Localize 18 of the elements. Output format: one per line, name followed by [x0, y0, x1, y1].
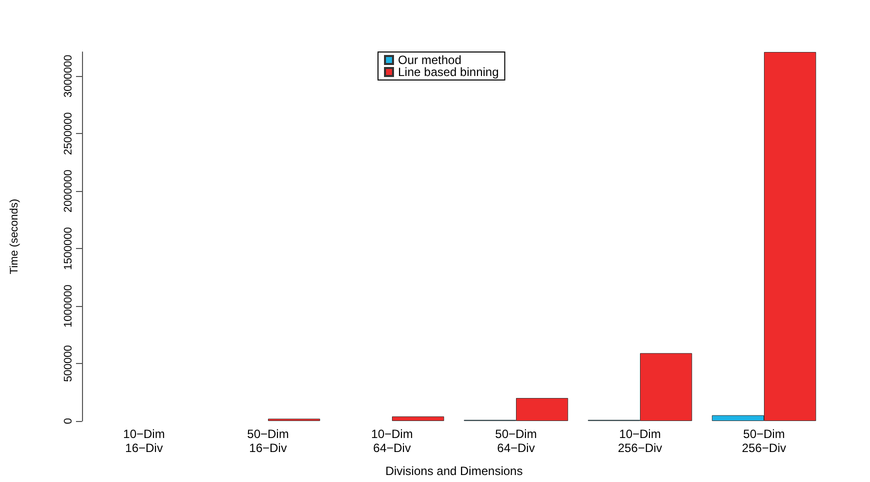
y-axis-title: Time (seconds) — [8, 198, 20, 274]
y-tick-label: 500000 — [62, 345, 74, 382]
legend-label: Our method — [398, 53, 462, 67]
x-tick-label: 50−Dim 16−Div — [247, 427, 289, 455]
y-tick-label: 0 — [62, 418, 74, 424]
y-tick-label: 2000000 — [62, 170, 74, 213]
y-tick-label: 1500000 — [62, 227, 74, 270]
x-tick-label: 50−Dim 256−Div — [742, 427, 786, 455]
y-tick-label: 1000000 — [62, 284, 74, 328]
y-tick-label: 3000000 — [62, 54, 74, 98]
x-tick-label: 50−Dim 64−Div — [495, 427, 537, 455]
x-tick-label: 10−Dim 64−Div — [371, 427, 413, 455]
x-tick-label: 10−Dim 16−Div — [123, 427, 165, 455]
bar — [392, 416, 444, 421]
legend-label: Line based binning — [398, 65, 499, 79]
x-axis-title: Divisions and Dimensions — [385, 464, 523, 478]
x-tick-label: 10−Dim 256−Div — [618, 427, 662, 455]
y-tick-label: 2500000 — [62, 112, 74, 156]
